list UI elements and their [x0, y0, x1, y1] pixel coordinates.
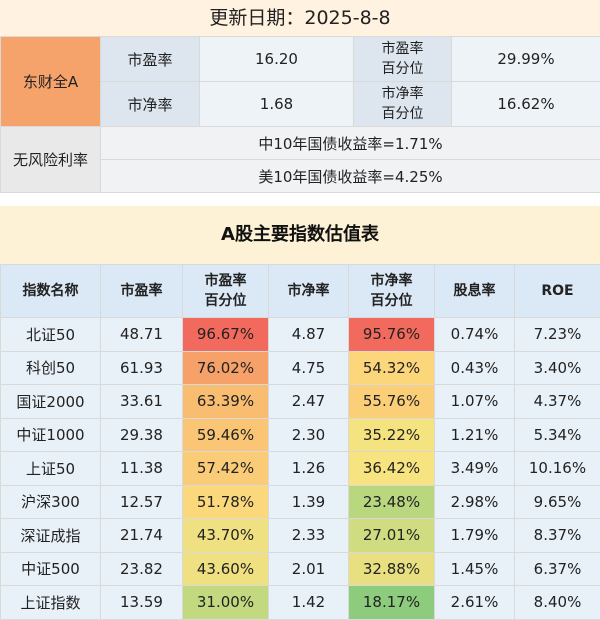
index-valuation-table: 指数名称 市盈率 市盈率 百分位 市净率 市净率 百分位 股息率 ROE 北证5… [0, 264, 600, 620]
pe-cell: 21.74 [101, 519, 183, 553]
pe-pct-cell: 51.78% [183, 485, 269, 519]
roe-cell: 8.37% [515, 519, 600, 553]
pe-pct-cell: 57.42% [183, 452, 269, 486]
index-name-cell: 上证指数 [1, 586, 101, 620]
dividend-cell: 1.79% [435, 519, 515, 553]
pe-pct-cell: 43.70% [183, 519, 269, 553]
col-header-pe-pct: 市盈率 百分位 [183, 265, 269, 318]
pb-pct-cell: 27.01% [349, 519, 435, 553]
market-pb-pct-label: 市净率 百分位 [354, 82, 452, 127]
pb-cell: 4.87 [269, 318, 349, 352]
pe-cell: 29.38 [101, 418, 183, 452]
index-name-cell: 深证成指 [1, 519, 101, 553]
index-name-cell: 中证500 [1, 552, 101, 586]
pb-pct-cell: 55.76% [349, 385, 435, 419]
col-header-dividend: 股息率 [435, 265, 515, 318]
valuation-page: 更新日期：2025-8-8 东财全A 市盈率 16.20 市盈率 百分位 29.… [0, 0, 600, 606]
roe-cell: 4.37% [515, 385, 600, 419]
index-name-cell: 沪深300 [1, 485, 101, 519]
pb-cell: 1.42 [269, 586, 349, 620]
pb-cell: 2.47 [269, 385, 349, 419]
market-pb-pct-value: 16.62% [452, 82, 600, 127]
pe-pct-cell: 43.60% [183, 552, 269, 586]
pb-cell: 2.01 [269, 552, 349, 586]
pe-cell: 23.82 [101, 552, 183, 586]
pe-cell: 11.38 [101, 452, 183, 486]
pb-cell: 4.75 [269, 351, 349, 385]
index-name-cell: 中证1000 [1, 418, 101, 452]
pe-pct-cell: 76.02% [183, 351, 269, 385]
pe-cell: 33.61 [101, 385, 183, 419]
dividend-cell: 3.49% [435, 452, 515, 486]
market-pb-label: 市净率 [101, 82, 200, 127]
pe-pct-cell: 31.00% [183, 586, 269, 620]
pb-cell: 2.33 [269, 519, 349, 553]
index-name-cell: 北证50 [1, 318, 101, 352]
pe-pct-cell: 59.46% [183, 418, 269, 452]
us-bond-yield: 美10年国债收益率=4.25% [101, 160, 600, 193]
pb-pct-cell: 35.22% [349, 418, 435, 452]
dividend-cell: 1.45% [435, 552, 515, 586]
index-name-cell: 国证2000 [1, 385, 101, 419]
dividend-cell: 0.43% [435, 351, 515, 385]
pb-pct-cell: 23.48% [349, 485, 435, 519]
pb-pct-cell: 54.32% [349, 351, 435, 385]
pe-cell: 12.57 [101, 485, 183, 519]
dividend-cell: 2.61% [435, 586, 515, 620]
roe-cell: 5.34% [515, 418, 600, 452]
pb-cell: 2.30 [269, 418, 349, 452]
col-header-name: 指数名称 [1, 265, 101, 318]
dividend-cell: 0.74% [435, 318, 515, 352]
roe-cell: 3.40% [515, 351, 600, 385]
roe-cell: 7.23% [515, 318, 600, 352]
index-name-cell: 科创50 [1, 351, 101, 385]
header-row: 指数名称 市盈率 市盈率 百分位 市净率 市净率 百分位 股息率 ROE [1, 265, 600, 318]
pb-cell: 1.26 [269, 452, 349, 486]
pb-pct-cell: 95.76% [349, 318, 435, 352]
pb-pct-cell: 32.88% [349, 552, 435, 586]
dividend-cell: 2.98% [435, 485, 515, 519]
dividend-cell: 1.07% [435, 385, 515, 419]
table-title: A股主要指数估值表 [0, 206, 600, 264]
pb-pct-cell: 36.42% [349, 452, 435, 486]
pe-pct-cell: 96.67% [183, 318, 269, 352]
pb-cell: 1.39 [269, 485, 349, 519]
market-pe-pct-value: 29.99% [452, 37, 600, 82]
pe-cell: 48.71 [101, 318, 183, 352]
col-header-pb: 市净率 [269, 265, 349, 318]
roe-cell: 9.65% [515, 485, 600, 519]
roe-cell: 10.16% [515, 452, 600, 486]
market-name: 东财全A [1, 37, 101, 127]
dividend-cell: 1.21% [435, 418, 515, 452]
market-pe-pct-label: 市盈率 百分位 [354, 37, 452, 82]
index-name-cell: 上证50 [1, 452, 101, 486]
risk-free-label: 无风险利率 [1, 127, 101, 193]
market-summary-table: 东财全A 市盈率 16.20 市盈率 百分位 29.99% 市净率 1.68 市… [0, 36, 600, 193]
pe-cell: 13.59 [101, 586, 183, 620]
market-pe-value: 16.20 [200, 37, 354, 82]
col-header-pe: 市盈率 [101, 265, 183, 318]
market-pb-value: 1.68 [200, 82, 354, 127]
pe-pct-cell: 63.39% [183, 385, 269, 419]
roe-cell: 8.40% [515, 586, 600, 620]
update-date: 更新日期：2025-8-8 [0, 0, 600, 36]
cn-bond-yield: 中10年国债收益率=1.71% [101, 127, 600, 160]
col-header-roe: ROE [515, 265, 600, 318]
roe-cell: 6.37% [515, 552, 600, 586]
market-pe-label: 市盈率 [101, 37, 200, 82]
pb-pct-cell: 18.17% [349, 586, 435, 620]
pe-cell: 61.93 [101, 351, 183, 385]
col-header-pb-pct: 市净率 百分位 [349, 265, 435, 318]
